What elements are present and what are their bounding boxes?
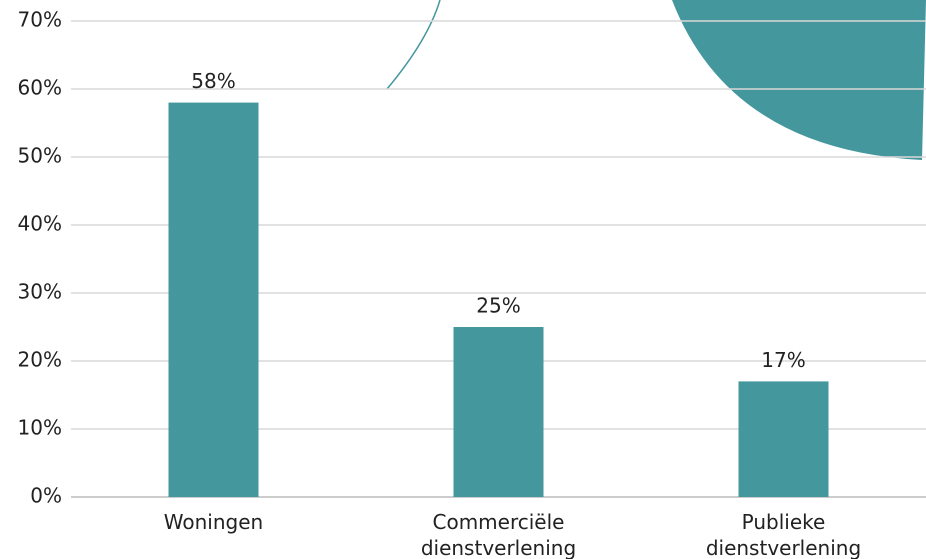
data-label: 17%: [761, 348, 805, 372]
bar: [738, 381, 829, 497]
y-tick-label: 30%: [18, 280, 62, 304]
y-tick-label: 40%: [18, 212, 62, 236]
data-label: 58%: [191, 69, 235, 93]
bar: [168, 102, 259, 497]
y-tick-label: 60%: [18, 76, 62, 100]
bar: [453, 327, 544, 497]
y-tick-label: 70%: [18, 8, 62, 32]
x-tick-label: Publieke dienstverlening: [705, 510, 862, 559]
x-tick-label: Commerciële dienstverlening: [420, 510, 577, 559]
x-tick-label: Woningen: [163, 510, 264, 534]
y-tick-label: 0%: [30, 484, 62, 508]
y-tick-label: 10%: [18, 416, 62, 440]
y-tick-label: 50%: [18, 144, 62, 168]
decorative-circle: [672, 0, 926, 160]
data-label: 25%: [476, 294, 520, 318]
y-tick-label: 20%: [18, 348, 62, 372]
decorative-curve: [386, 0, 441, 90]
